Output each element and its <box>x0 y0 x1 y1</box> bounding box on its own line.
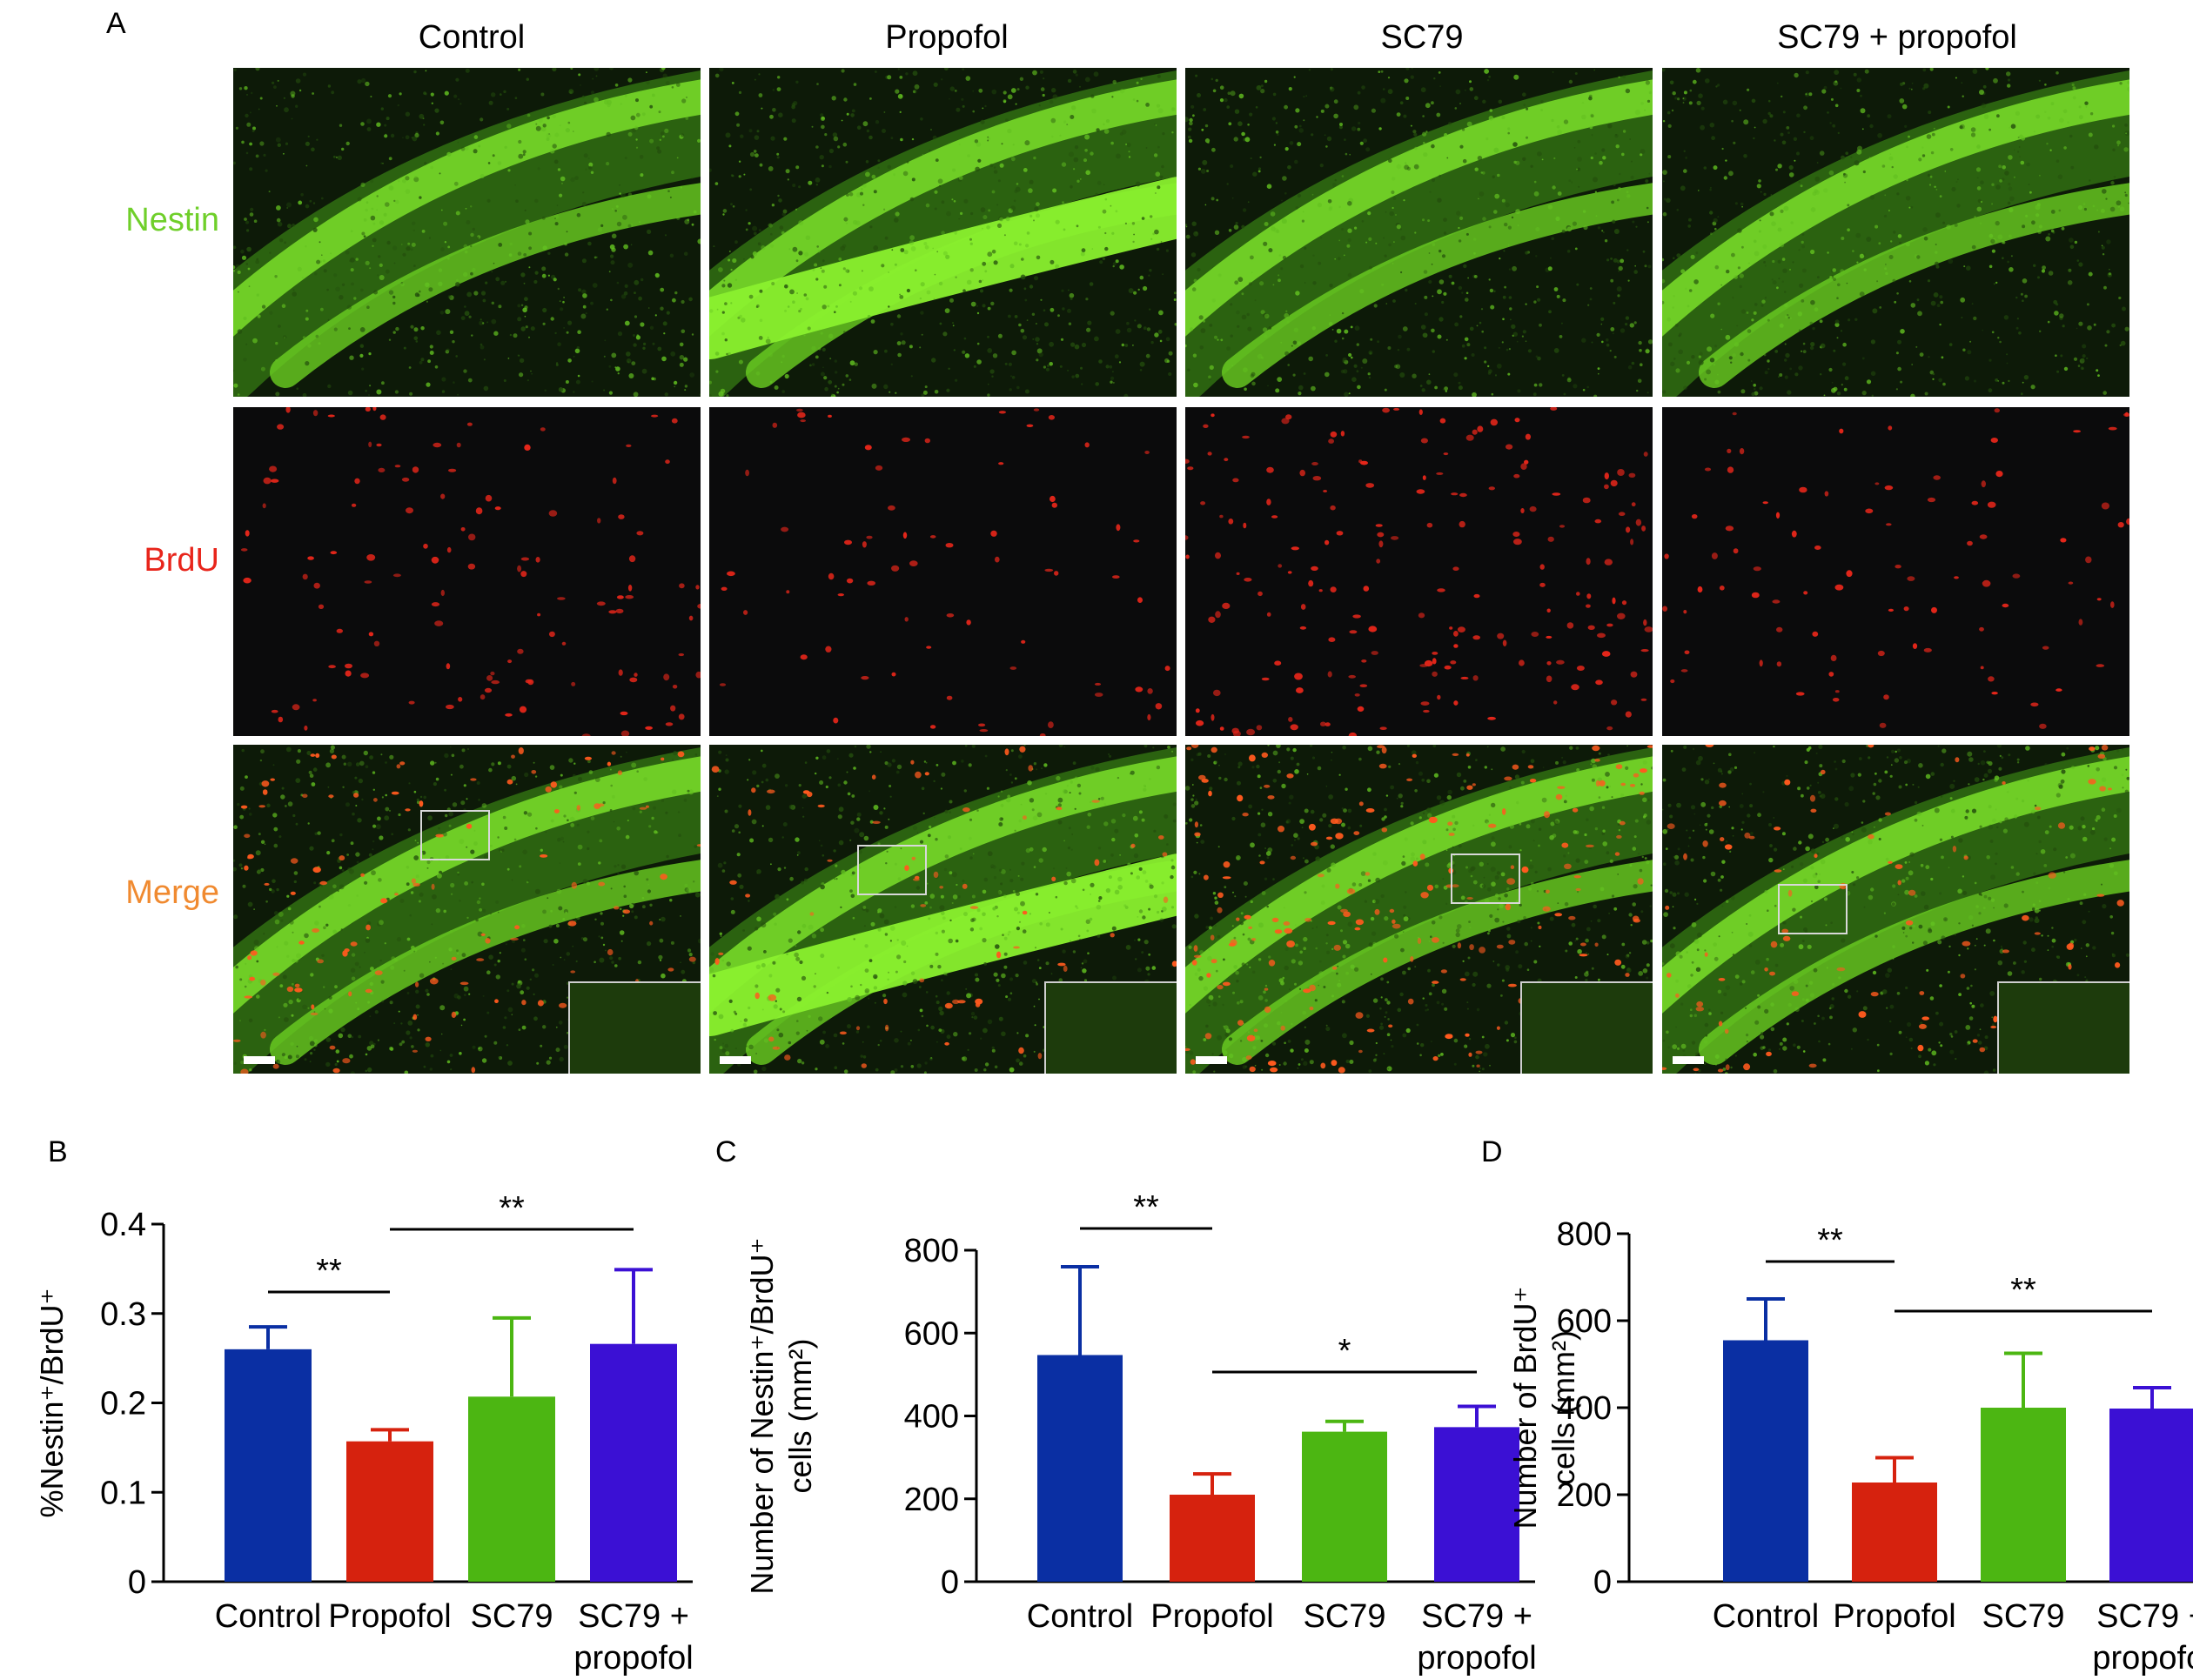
zoom-inset <box>568 981 701 1074</box>
region-of-interest-box <box>420 810 490 860</box>
chart-d-bar <box>2109 1409 2193 1582</box>
scale-bar <box>1196 1056 1227 1064</box>
chart-d-y-tick-label: 800 <box>1557 1216 1612 1253</box>
column-title-sc79: SC79 <box>1380 19 1464 56</box>
chart-c-y-tick-label: 600 <box>904 1315 959 1352</box>
chart-b-letter: B <box>48 1135 68 1168</box>
zoom-inset <box>1520 981 1653 1074</box>
micrograph-merge-sc79-propofol <box>1662 745 2129 1074</box>
micrograph-brdu-sc79-propofol <box>1662 407 2129 736</box>
chart-c-bar <box>1434 1427 1519 1582</box>
chart-b-bar <box>468 1396 555 1582</box>
chart-b-y-tick-label: 0.1 <box>100 1475 146 1511</box>
chart-b-bar <box>346 1441 433 1582</box>
chart-b-bar <box>225 1349 312 1582</box>
chart-c-y-label-line: Number of Nestin⁺/BrdU⁺ <box>744 1237 780 1594</box>
micrograph-nestin-sc79-propofol <box>1662 68 2129 397</box>
column-title-propofol: Propofol <box>885 19 1009 56</box>
zoom-inset <box>1044 981 1177 1074</box>
chart-d-bar <box>1723 1340 1808 1582</box>
chart-c-x-tick-label: SC79 <box>1303 1598 1385 1635</box>
chart-d-x-tick-label: SC79 + <box>2096 1598 2193 1635</box>
chart-c-letter: C <box>715 1135 737 1168</box>
panel-a-letter: A <box>106 7 126 40</box>
chart-b-x-tick-label: Propofol <box>328 1598 452 1635</box>
chart-c-y-tick-label: 200 <box>904 1482 959 1518</box>
chart-d-significance-label: ** <box>2010 1272 2036 1309</box>
scale-bar <box>244 1056 275 1064</box>
chart-b-x-tick-label: SC79 + <box>578 1598 689 1635</box>
row-label-nestin: Nestin <box>125 202 219 238</box>
micrograph-nestin-sc79 <box>1185 68 1653 397</box>
region-of-interest-box <box>1778 884 1848 934</box>
micrograph-merge-propofol <box>709 745 1177 1074</box>
column-title-control: Control <box>418 19 526 56</box>
chart-d-significance-label: ** <box>1817 1222 1843 1259</box>
region-of-interest-box <box>857 845 927 895</box>
chart-d-y-label-line: Number of BrdU⁺ <box>1507 1286 1543 1529</box>
row-label-merge: Merge <box>125 874 219 911</box>
chart-d-x-tick-label: propofol <box>2092 1640 2193 1677</box>
chart-c-bar <box>1170 1494 1255 1582</box>
micrograph-brdu-sc79 <box>1185 407 1653 736</box>
micrograph-nestin-control <box>233 68 701 397</box>
micrograph-brdu-control <box>233 407 701 736</box>
chart-d-bar <box>1981 1408 2066 1582</box>
chart-b-x-tick-label: Control <box>215 1598 322 1635</box>
chart-c-significance-label: ** <box>1133 1189 1159 1226</box>
chart-b-x-tick-label: propofol <box>573 1640 693 1677</box>
chart-c-y-tick-label: 800 <box>904 1233 959 1269</box>
chart-b-significance-label: ** <box>316 1253 342 1289</box>
chart-c-y-tick-label: 400 <box>904 1399 959 1436</box>
chart-c-significance-label: * <box>1338 1333 1351 1369</box>
chart-c-y-tick-label: 0 <box>941 1564 959 1601</box>
chart-c-bar <box>1037 1355 1123 1582</box>
chart-b-significance-label: ** <box>499 1190 525 1227</box>
chart-d-letter: D <box>1481 1135 1503 1168</box>
scale-bar <box>1673 1056 1704 1064</box>
chart-c-bar <box>1302 1431 1387 1582</box>
chart-d-y-label-line: cells (mm²) <box>1546 1330 1581 1485</box>
chart-b-y-tick-label: 0.4 <box>100 1207 146 1243</box>
chart-d-y-tick-label: 600 <box>1557 1303 1612 1340</box>
chart-d-y-tick-label: 200 <box>1557 1477 1612 1514</box>
chart-b-bar <box>590 1343 677 1582</box>
chart-c-x-tick-label: propofol <box>1417 1640 1536 1677</box>
chart-d-x-tick-label: Propofol <box>1833 1598 1956 1635</box>
column-title-sc79-propofol: SC79 + propofol <box>1777 19 2017 56</box>
micrograph-nestin-propofol <box>709 68 1177 397</box>
chart-d-y-tick-label: 0 <box>1593 1564 1612 1601</box>
chart-b-x-tick-label: SC79 <box>470 1598 553 1635</box>
row-label-brdu: BrdU <box>144 542 219 579</box>
chart-b-y-tick-label: 0 <box>128 1564 146 1601</box>
chart-c-y-label-line: cells (mm²) <box>782 1339 818 1494</box>
chart-b-y-tick-label: 0.3 <box>100 1296 146 1333</box>
chart-b-y-label: %Nestin⁺/BrdU⁺ <box>34 1288 70 1517</box>
chart-d-x-tick-label: Control <box>1713 1598 1820 1635</box>
micrograph-brdu-propofol <box>709 407 1177 736</box>
chart-d-x-tick-label: SC79 <box>1982 1598 2064 1635</box>
micrograph-merge-sc79 <box>1185 745 1653 1074</box>
zoom-inset <box>1997 981 2129 1074</box>
micrograph-merge-control <box>233 745 701 1074</box>
chart-d-y-tick-label: 400 <box>1557 1390 1612 1427</box>
chart-b-y-tick-label: 0.2 <box>100 1386 146 1422</box>
chart-c-x-tick-label: Propofol <box>1150 1598 1274 1635</box>
scale-bar <box>720 1056 751 1064</box>
chart-c-x-tick-label: SC79 + <box>1421 1598 1532 1635</box>
chart-d-bar <box>1852 1483 1937 1582</box>
region-of-interest-box <box>1451 853 1520 904</box>
chart-c-x-tick-label: Control <box>1027 1598 1134 1635</box>
